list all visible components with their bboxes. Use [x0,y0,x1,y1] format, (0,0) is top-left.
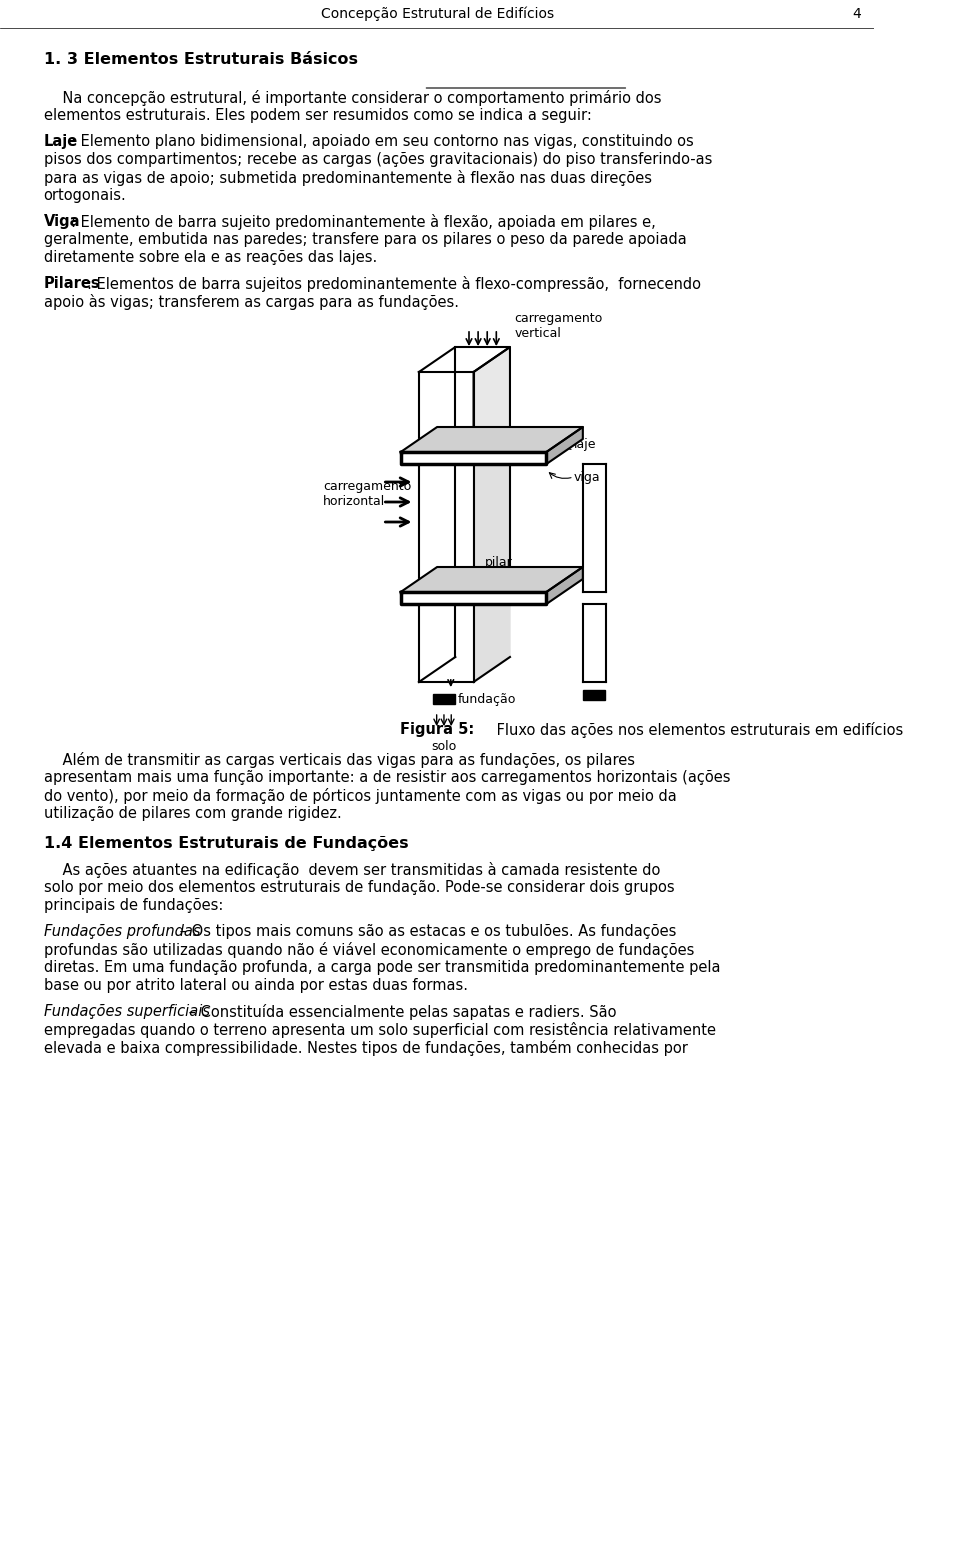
Polygon shape [400,568,583,593]
Polygon shape [400,452,546,464]
Text: Pilares: Pilares [44,276,101,292]
Polygon shape [473,579,510,682]
Text: 1.4 Elementos Estruturais de Fundações: 1.4 Elementos Estruturais de Fundações [44,836,408,851]
Text: : Elemento plano bidimensional, apoiado em seu contorno nas vigas, constituindo : : Elemento plano bidimensional, apoiado … [71,133,694,149]
Text: diretas. Em uma fundação profunda, a carga pode ser transmitida predominantement: diretas. Em uma fundação profunda, a car… [44,960,720,975]
Text: Laje: Laje [44,133,78,149]
Text: Fluxo das ações nos elementos estruturais em edifícios: Fluxo das ações nos elementos estruturai… [492,721,903,739]
Text: : Elementos de barra sujeitos predominantemente à flexo-compressão,  fornecendo: : Elementos de barra sujeitos predominan… [86,276,701,292]
Text: apoio às vigas; transferem as cargas para as fundações.: apoio às vigas; transferem as cargas par… [44,295,459,310]
Text: carregamento
vertical: carregamento vertical [515,312,603,340]
Text: solo por meio dos elementos estruturais de fundação. Pode-se considerar dois gru: solo por meio dos elementos estruturais … [44,880,674,895]
Text: solo: solo [431,740,457,753]
Text: principais de fundações:: principais de fundações: [44,898,223,913]
Polygon shape [400,593,546,604]
Text: carregamento
horizontal: carregamento horizontal [324,480,412,508]
Text: utilização de pilares com grande rigidez.: utilização de pilares com grande rigidez… [44,806,342,822]
Text: pilar: pilar [485,555,513,569]
Text: pisos dos compartimentos; recebe as cargas (ações gravitacionais) do piso transf: pisos dos compartimentos; recebe as carg… [44,152,712,168]
Text: empregadas quando o terreno apresenta um solo superficial com resistência relati: empregadas quando o terreno apresenta um… [44,1022,716,1038]
Text: do vento), por meio da formação de pórticos juntamente com as vigas ou por meio : do vento), por meio da formação de pórti… [44,789,677,804]
Polygon shape [473,347,510,452]
Text: para as vigas de apoio; submetida predominantemente à flexão nas duas direções: para as vigas de apoio; submetida predom… [44,169,652,187]
Text: elementos estruturais. Eles podem ser resumidos como se indica a seguir:: elementos estruturais. Eles podem ser re… [44,108,591,122]
Text: As ações atuantes na edificação  devem ser transmitidas à camada resistente do: As ações atuantes na edificação devem se… [44,862,660,878]
Text: 4: 4 [852,6,860,20]
Text: Na concepção estrutural, é importante considerar o comportamento primário dos: Na concepção estrutural, é importante co… [44,89,661,107]
Text: fundação: fundação [458,693,516,706]
Text: Fundações superficiais: Fundações superficiais [44,1004,209,1019]
Text: – Os tipos mais comuns são as estacas e os tubulões. As fundações: – Os tipos mais comuns são as estacas e … [175,924,676,939]
Text: diretamente sobre ela e as reações das lajes.: diretamente sobre ela e as reações das l… [44,249,377,265]
Text: 1. 3 Elementos Estruturais Básicos: 1. 3 Elementos Estruturais Básicos [44,52,358,67]
Text: : Elemento de barra sujeito predominantemente à flexão, apoiada em pilares e,: : Elemento de barra sujeito predominante… [71,213,656,230]
Polygon shape [473,439,510,593]
Polygon shape [546,426,583,464]
Text: ortogonais.: ortogonais. [44,188,127,202]
Text: Além de transmitir as cargas verticais das vigas para as fundações, os pilares: Além de transmitir as cargas verticais d… [44,753,635,768]
Text: Viga: Viga [44,213,81,229]
Text: – Constituída essencialmente pelas sapatas e radiers. São: – Constituída essencialmente pelas sapat… [184,1004,616,1021]
Polygon shape [433,695,455,704]
Polygon shape [400,426,583,452]
Polygon shape [419,347,510,372]
Text: viga: viga [574,470,600,483]
Text: Concepção Estrutural de Edifícios: Concepção Estrutural de Edifícios [321,6,554,22]
Text: Figura 5:: Figura 5: [400,721,474,737]
Polygon shape [546,568,583,604]
Text: profundas são utilizadas quando não é viável economicamente o emprego de fundaçõ: profundas são utilizadas quando não é vi… [44,942,694,958]
Text: base ou por atrito lateral ou ainda por estas duas formas.: base ou por atrito lateral ou ainda por … [44,978,468,993]
Text: laje: laje [574,437,596,450]
Text: geralmente, embutida nas paredes; transfere para os pilares o peso da parede apo: geralmente, embutida nas paredes; transf… [44,232,686,248]
Polygon shape [584,690,605,699]
Text: apresentam mais uma função importante: a de resistir aos carregamentos horizonta: apresentam mais uma função importante: a… [44,770,731,786]
Text: elevada e baixa compressibilidade. Nestes tipos de fundações, também conhecidas : elevada e baixa compressibilidade. Neste… [44,1040,687,1055]
Text: Fundações profundas: Fundações profundas [44,924,201,939]
